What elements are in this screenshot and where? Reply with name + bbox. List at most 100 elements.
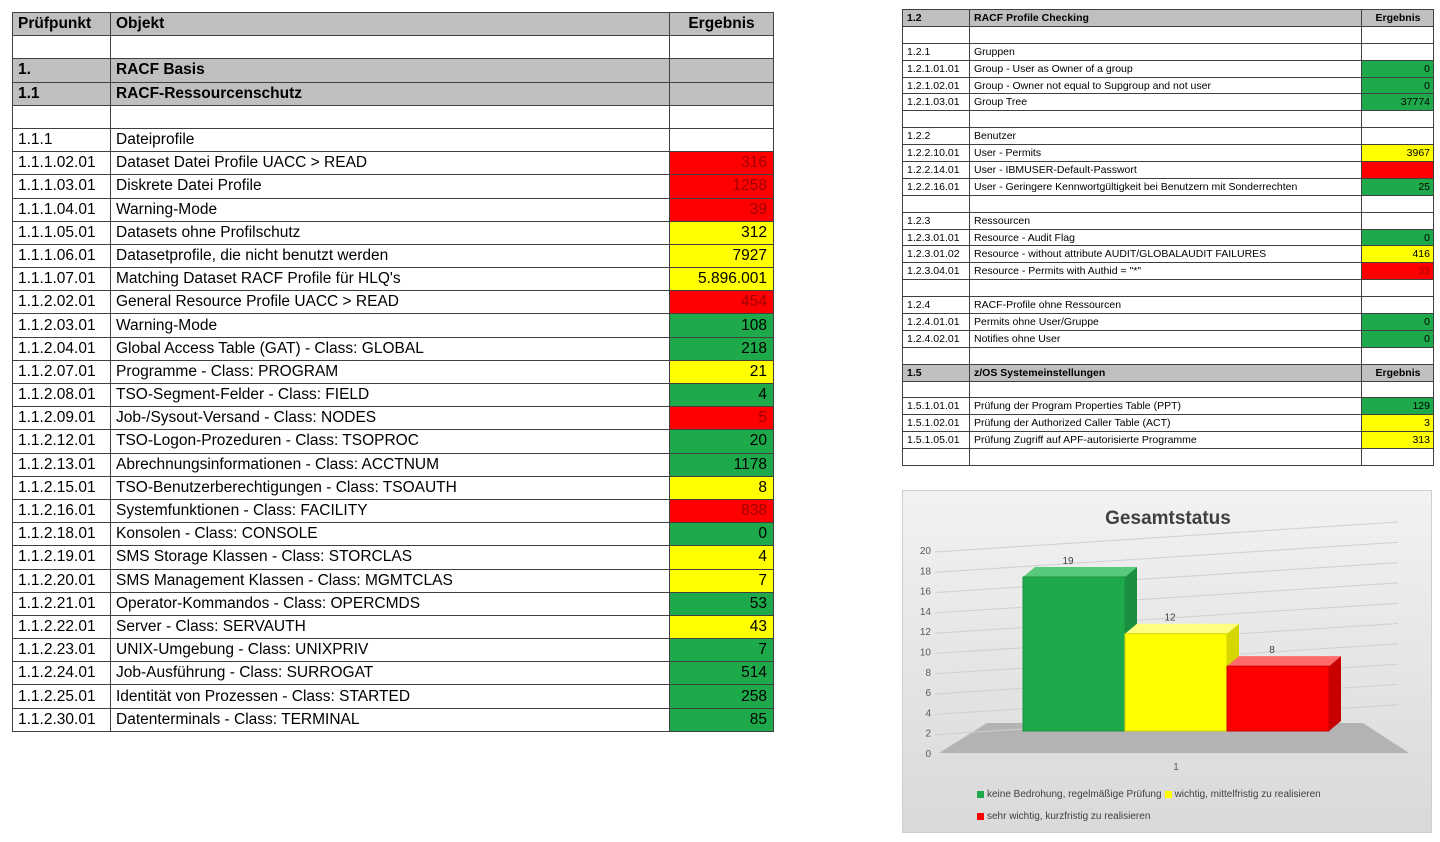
- table-row: 1.1 RACF-Ressourcenschutz: [12, 81, 774, 106]
- pruefpunkt-cell: 1.1.1.02.01: [12, 151, 111, 176]
- main-audit-table: Prüfpunkt Objekt Ergebnis 1. RACF Basis 1.…: [12, 11, 774, 732]
- header-ergebnis: Ergebnis: [669, 11, 774, 37]
- chart-gridline: [934, 582, 1399, 614]
- pruefpunkt-cell: 1.5.1.05.01: [902, 431, 970, 450]
- bar-front: [1226, 665, 1330, 732]
- objekt-cell: Notifies ohne User: [969, 329, 1362, 348]
- chart-gridline: [934, 521, 1399, 553]
- objekt-cell: Resource - Permits with Authid = "*": [969, 262, 1362, 281]
- objekt-cell: Global Access Table (GAT) - Class: GLOBA…: [110, 336, 670, 361]
- y-tick-label: 14: [920, 607, 932, 618]
- ergebnis-cell: [669, 104, 774, 129]
- objekt-cell: Group - User as Owner of a group: [969, 59, 1362, 78]
- table-row: 1.2.1.01.01 Group - User as Owner of a gr…: [902, 59, 1434, 78]
- objekt-cell: [969, 346, 1362, 365]
- objekt-cell: User - IBMUSER-Default-Passwort: [969, 161, 1362, 179]
- pruefpunkt-cell: 1.1.2.20.01: [12, 568, 111, 593]
- pruefpunkt-cell: [902, 194, 970, 213]
- table-row: [902, 110, 1434, 129]
- pruefpunkt-cell: [902, 448, 970, 467]
- pruefpunkt-cell: 1.1.2.25.01: [12, 684, 111, 709]
- y-tick-label: 2: [925, 729, 931, 740]
- objekt-cell: Abrechnungsinformationen - Class: ACCTNU…: [110, 452, 670, 477]
- objekt-cell: Datenterminals - Class: TERMINAL: [110, 707, 670, 732]
- ergebnis-cell: 218: [669, 336, 774, 361]
- ergebnis-cell: [669, 81, 774, 106]
- ergebnis-cell: 8: [669, 475, 774, 500]
- ergebnis-cell: 7: [669, 638, 774, 663]
- table-row: 1.1.2.15.01 TSO-Benutzerberechtigungen - …: [12, 475, 774, 500]
- ergebnis-cell: 313: [1361, 431, 1434, 450]
- chart-gridline: [934, 562, 1399, 594]
- chart-bars: 19 12 8: [1022, 556, 1341, 732]
- chart-legend-line-1: keine Bedrohung, regelmäßige Prüfung wic…: [977, 789, 1321, 800]
- bar-side: [1329, 656, 1341, 731]
- ergebnis-cell: 3: [1361, 414, 1434, 433]
- ergebnis-cell: [1361, 448, 1434, 467]
- table-row: 1.2.2.10.01 User - Permits 3967: [902, 144, 1434, 163]
- ergebnis-cell: [1361, 211, 1434, 230]
- ergebnis-cell: [669, 127, 774, 153]
- table-row: 1.2.3 Ressourcen: [902, 211, 1434, 230]
- pruefpunkt-cell: 1.1.2.03.01: [12, 313, 111, 338]
- objekt-cell: Prüfung der Program Properties Table (PP…: [969, 397, 1362, 416]
- bar-top: [1023, 567, 1137, 577]
- ergebnis-cell: [1361, 346, 1434, 365]
- objekt-cell: Programme - Class: PROGRAM: [110, 359, 670, 385]
- table-row: 1.1.1 Dateiprofile: [12, 127, 774, 153]
- objekt-cell: Job-/Sysout-Versand - Class: NODES: [110, 406, 670, 431]
- objekt-cell: Benutzer: [969, 127, 1362, 146]
- table-row: 1.1.2.19.01 SMS Storage Klassen - Class: …: [12, 545, 774, 570]
- table-row: [902, 25, 1434, 44]
- ergebnis-cell: 25: [1361, 177, 1434, 196]
- bar-0: 19: [1022, 556, 1137, 732]
- pruefpunkt-cell: 1.1.2.21.01: [12, 591, 111, 616]
- objekt-cell: Group - Owner not equal to Supgroup and …: [969, 76, 1362, 95]
- table-row: 1.1.2.12.01 TSO-Logon-Prozeduren - Class:…: [12, 429, 774, 454]
- ergebnis-cell: 0: [1361, 228, 1434, 247]
- table-row: 1.1.1.04.01 Warning-Mode 39: [12, 197, 774, 222]
- ergebnis-cell: [1361, 110, 1434, 129]
- objekt-cell: Resource - without attribute AUDIT/GLOBA…: [969, 245, 1362, 264]
- table-row: 1.1.2.09.01 Job-/Sysout-Versand - Class: …: [12, 406, 774, 431]
- ergebnis-cell: 0: [1361, 313, 1434, 331]
- objekt-cell: [110, 35, 670, 60]
- legend-label-yellow: wichtig, mittelfristig zu realisieren: [1174, 789, 1321, 800]
- table-row: [902, 279, 1434, 298]
- pruefpunkt-cell: 1.2.4: [902, 296, 970, 315]
- y-tick-label: 12: [920, 627, 932, 638]
- table-row: 1.2.3.04.01 Resource - Permits with Authi…: [902, 262, 1434, 281]
- table-row: 1.2.2.16.01 User - Geringere Kennwortgült…: [902, 177, 1434, 196]
- objekt-cell: Systemfunktionen - Class: FACILITY: [110, 498, 670, 524]
- objekt-cell: Gruppen: [969, 42, 1362, 61]
- y-tick-label: 8: [925, 668, 931, 679]
- ergebnis-cell: 1178: [669, 452, 774, 477]
- pruefpunkt-cell: 1.1.1.06.01: [12, 243, 111, 269]
- ergebnis-cell: 33: [1361, 262, 1434, 281]
- pruefpunkt-cell: 1.1.2.04.01: [12, 336, 111, 361]
- legend-item-green: keine Bedrohung, regelmäßige Prüfung: [977, 789, 1162, 800]
- table-row: 1.5.1.02.01 Prüfung der Authorized Caller…: [902, 414, 1434, 433]
- pruefpunkt-cell: 1.1.2.02.01: [12, 290, 111, 315]
- ergebnis-cell: 43: [669, 614, 774, 640]
- ergebnis-cell: [1361, 25, 1434, 44]
- pruefpunkt-cell: 1.2.2.14.01: [902, 161, 970, 179]
- objekt-cell: RACF-Profile ohne Ressourcen: [969, 296, 1362, 315]
- objekt-cell: Warning-Mode: [110, 313, 670, 338]
- objekt-cell: UNIX-Umgebung - Class: UNIXPRIV: [110, 638, 670, 663]
- chart-legend-line-2: sehr wichtig, kurzfristig zu realisieren: [977, 811, 1150, 822]
- gesamtstatus-chart: Gesamtstatus 0 2 4 6 8 10 12 14 16 18 20 19 12 8 1 k…: [902, 490, 1432, 833]
- ergebnis-cell: [1361, 296, 1434, 315]
- objekt-cell: Ressourcen: [969, 211, 1362, 230]
- header-objekt: Objekt: [110, 11, 670, 37]
- table-row: 1.1.2.04.01 Global Access Table (GAT) - C…: [12, 336, 774, 361]
- pruefpunkt-cell: 1.2.4.02.01: [902, 329, 970, 348]
- pruefpunkt-cell: [902, 380, 970, 399]
- objekt-cell: [969, 279, 1362, 298]
- table-row: 1.2.1.03.01 Group Tree 37774: [902, 93, 1434, 112]
- ergebnis-cell: [669, 58, 774, 83]
- ergebnis-cell: Ergebnis: [1361, 363, 1434, 382]
- bar-data-label: 8: [1269, 645, 1275, 656]
- objekt-cell: z/OS Systemeinstellungen: [969, 363, 1362, 382]
- pruefpunkt-cell: 1.2.4.01.01: [902, 313, 970, 331]
